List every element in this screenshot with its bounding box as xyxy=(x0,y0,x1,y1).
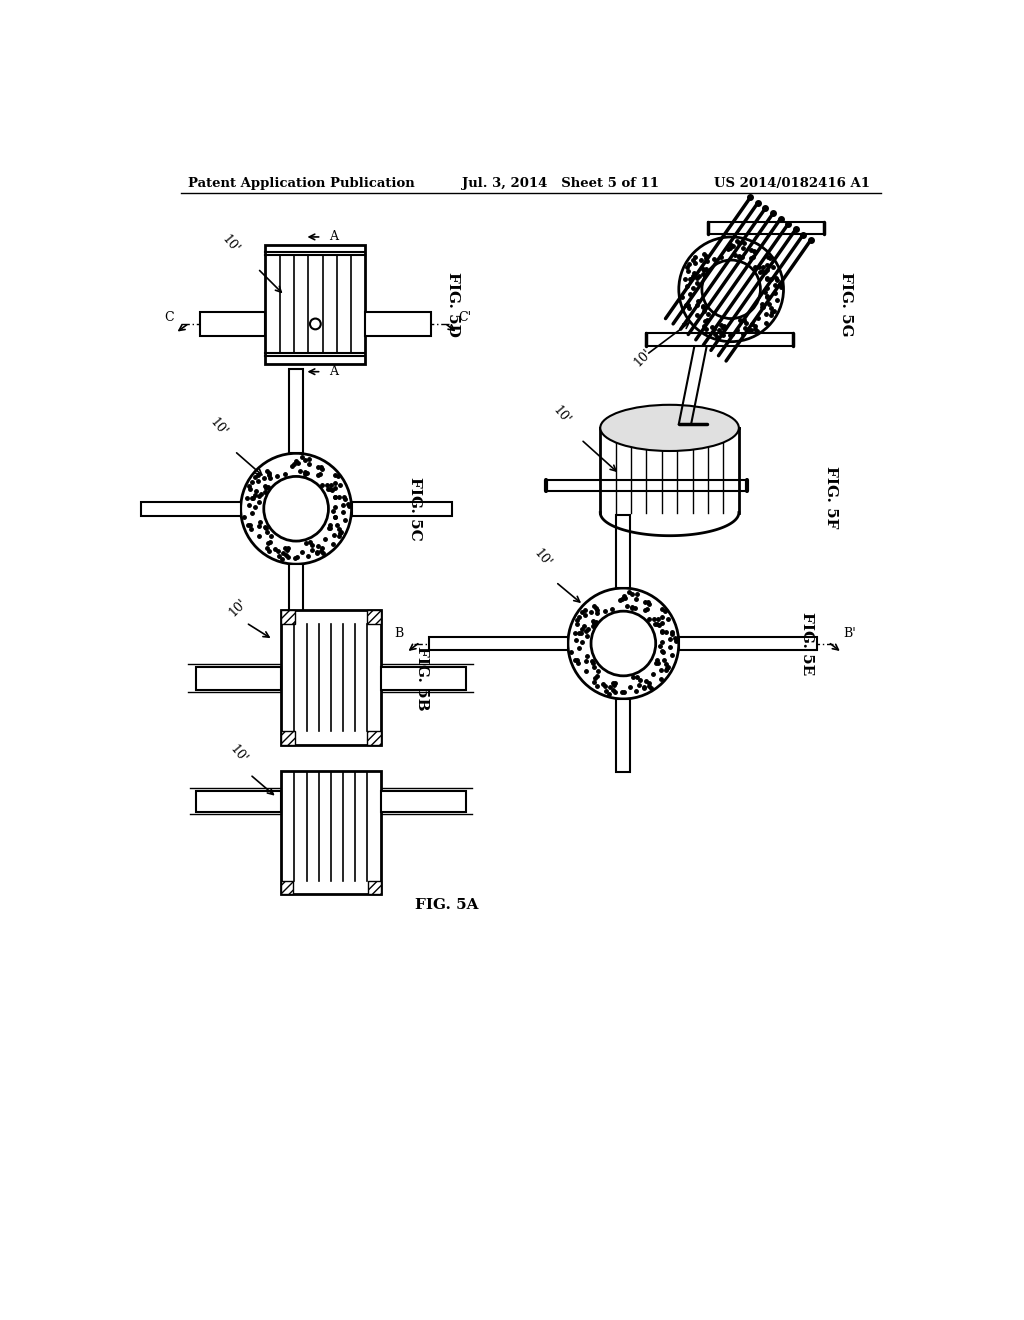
Bar xyxy=(616,515,631,589)
Bar xyxy=(196,667,281,689)
Ellipse shape xyxy=(600,405,739,451)
Text: C: C xyxy=(164,312,174,325)
Text: US 2014/0182416 A1: US 2014/0182416 A1 xyxy=(714,177,869,190)
Text: C': C' xyxy=(458,312,471,325)
Bar xyxy=(351,502,452,516)
Bar xyxy=(281,610,295,624)
Circle shape xyxy=(568,589,679,700)
Bar xyxy=(196,791,281,812)
Text: 10': 10' xyxy=(550,404,572,428)
Text: 10': 10' xyxy=(226,597,250,619)
Text: FIG. 5A: FIG. 5A xyxy=(416,898,479,912)
Text: 10': 10' xyxy=(531,546,553,569)
Circle shape xyxy=(591,611,655,676)
Bar xyxy=(679,636,817,651)
Bar xyxy=(281,731,295,744)
Text: A: A xyxy=(330,366,338,379)
Text: 10': 10' xyxy=(219,232,242,256)
Text: FIG. 5B: FIG. 5B xyxy=(416,645,429,710)
Circle shape xyxy=(264,477,329,541)
Text: Patent Application Publication: Patent Application Publication xyxy=(188,177,415,190)
Bar xyxy=(140,502,241,516)
Circle shape xyxy=(679,238,783,342)
Text: Jul. 3, 2014   Sheet 5 of 11: Jul. 3, 2014 Sheet 5 of 11 xyxy=(462,177,658,190)
Text: FIG. 5C: FIG. 5C xyxy=(408,477,422,541)
Bar xyxy=(381,667,466,689)
Bar xyxy=(281,610,381,744)
Bar xyxy=(366,313,431,335)
Text: B: B xyxy=(394,627,403,640)
Bar xyxy=(200,313,265,335)
Bar xyxy=(616,700,631,772)
Text: 10': 10' xyxy=(631,346,654,370)
Bar xyxy=(281,771,381,894)
Circle shape xyxy=(701,260,761,318)
Text: FIG. 5F: FIG. 5F xyxy=(823,466,838,528)
Text: B': B' xyxy=(844,627,856,640)
Text: FIG. 5D: FIG. 5D xyxy=(446,272,460,337)
Bar xyxy=(289,368,303,453)
Bar xyxy=(281,882,293,894)
Bar xyxy=(367,731,381,744)
Text: 10': 10' xyxy=(208,416,230,438)
Bar xyxy=(429,636,568,651)
Text: FIG. 5G: FIG. 5G xyxy=(839,272,853,337)
Bar xyxy=(289,564,303,649)
Bar xyxy=(367,610,381,624)
Bar xyxy=(265,244,366,364)
Bar xyxy=(369,882,381,894)
Text: 10': 10' xyxy=(226,743,249,766)
Bar xyxy=(381,791,466,812)
Text: A: A xyxy=(330,231,338,243)
Circle shape xyxy=(241,453,351,564)
Text: FIG. 5E: FIG. 5E xyxy=(801,612,814,675)
